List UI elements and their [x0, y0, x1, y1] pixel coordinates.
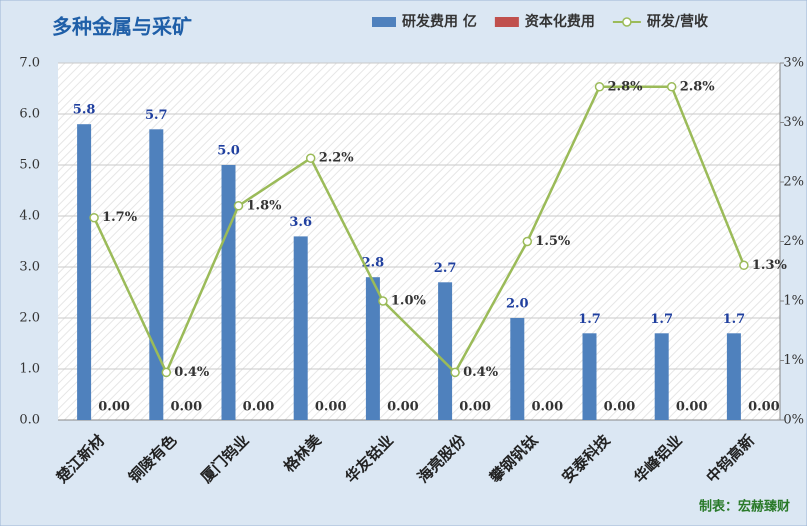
data-label: 0.00: [604, 400, 636, 415]
data-label: 0.00: [170, 400, 202, 415]
line-marker: [378, 296, 388, 306]
legend-swatch: [494, 17, 519, 27]
line-marker: [522, 236, 533, 247]
line-marker: [305, 153, 316, 163]
line-marker: [739, 260, 749, 271]
data-label: 2.8%: [680, 79, 716, 94]
footer: 制表：宏赫臻财: [699, 499, 790, 515]
data-label: 0.00: [531, 400, 563, 415]
data-label: 1.7%: [102, 210, 138, 225]
line-marker: [233, 201, 244, 211]
legend-label: 研发/营收: [647, 13, 709, 30]
bar: [365, 277, 380, 420]
data-label: 2.8%: [608, 79, 644, 94]
line-marker: [161, 367, 172, 378]
bar: [221, 165, 236, 420]
y-tick-label: 0.0: [19, 413, 40, 428]
data-label: 0.00: [459, 400, 491, 415]
y2-tick-label: 1%: [783, 294, 804, 309]
data-label: 1.0%: [391, 294, 427, 309]
bar: [438, 282, 453, 420]
y-tick-label: 2.0: [19, 311, 40, 326]
legend-swatch: [372, 17, 396, 27]
data-label: 2.8: [362, 256, 385, 271]
y2-tick-label: 2%: [783, 175, 804, 190]
data-label: 1.8%: [247, 198, 283, 213]
data-label: 0.00: [387, 400, 419, 415]
bar: [510, 318, 525, 420]
data-label: 0.4%: [174, 365, 210, 380]
data-label: 1.7: [650, 312, 673, 327]
data-label: 0.00: [98, 400, 130, 415]
data-label: 5.7: [145, 108, 168, 123]
data-label: 0.00: [315, 400, 347, 415]
legend-marker: [622, 17, 632, 27]
y-tick-label: 6.0: [19, 107, 40, 122]
data-label: 1.7: [723, 312, 746, 327]
data-label: 1.7: [578, 312, 601, 327]
line-marker: [594, 82, 605, 92]
data-label: 0.00: [748, 400, 780, 415]
bar: [726, 333, 741, 420]
bar: [77, 124, 92, 420]
y2-tick-label: 3%: [783, 115, 804, 130]
data-label: 0.00: [676, 400, 708, 415]
data-label: 2.0: [506, 297, 529, 312]
legend-label: 资本化费用: [525, 13, 595, 30]
data-label: 1.3%: [752, 258, 788, 273]
legend-label: 研发费用 亿: [402, 13, 477, 30]
data-label: 3.6: [289, 215, 312, 230]
chart-title: 多种金属与采矿: [52, 15, 192, 39]
y-tick-label: 4.0: [19, 209, 40, 224]
bar: [149, 129, 164, 421]
bar: [293, 236, 308, 420]
data-label: 5.8: [73, 103, 96, 118]
bar: [582, 333, 597, 420]
y2-tick-label: 1%: [783, 353, 804, 368]
line-marker: [666, 82, 677, 92]
y-tick-label: 3.0: [19, 260, 40, 275]
y-tick-label: 1.0: [19, 362, 40, 377]
data-label: 2.2%: [319, 151, 355, 166]
y2-tick-label: 2%: [783, 234, 804, 249]
data-label: 0.00: [243, 400, 275, 415]
y2-tick-label: 3%: [783, 56, 804, 71]
data-label: 0.4%: [463, 365, 499, 380]
bar: [654, 333, 669, 420]
data-label: 1.5%: [535, 234, 571, 249]
line-marker: [450, 367, 460, 378]
data-label: 5.0: [217, 144, 240, 159]
y-tick-label: 7.0: [19, 56, 40, 71]
y-tick-label: 5.0: [19, 158, 40, 173]
data-label: 2.7: [434, 261, 457, 276]
line: [92, 85, 746, 376]
line-marker: [89, 212, 99, 223]
y2-tick-label: 0%: [783, 413, 804, 428]
